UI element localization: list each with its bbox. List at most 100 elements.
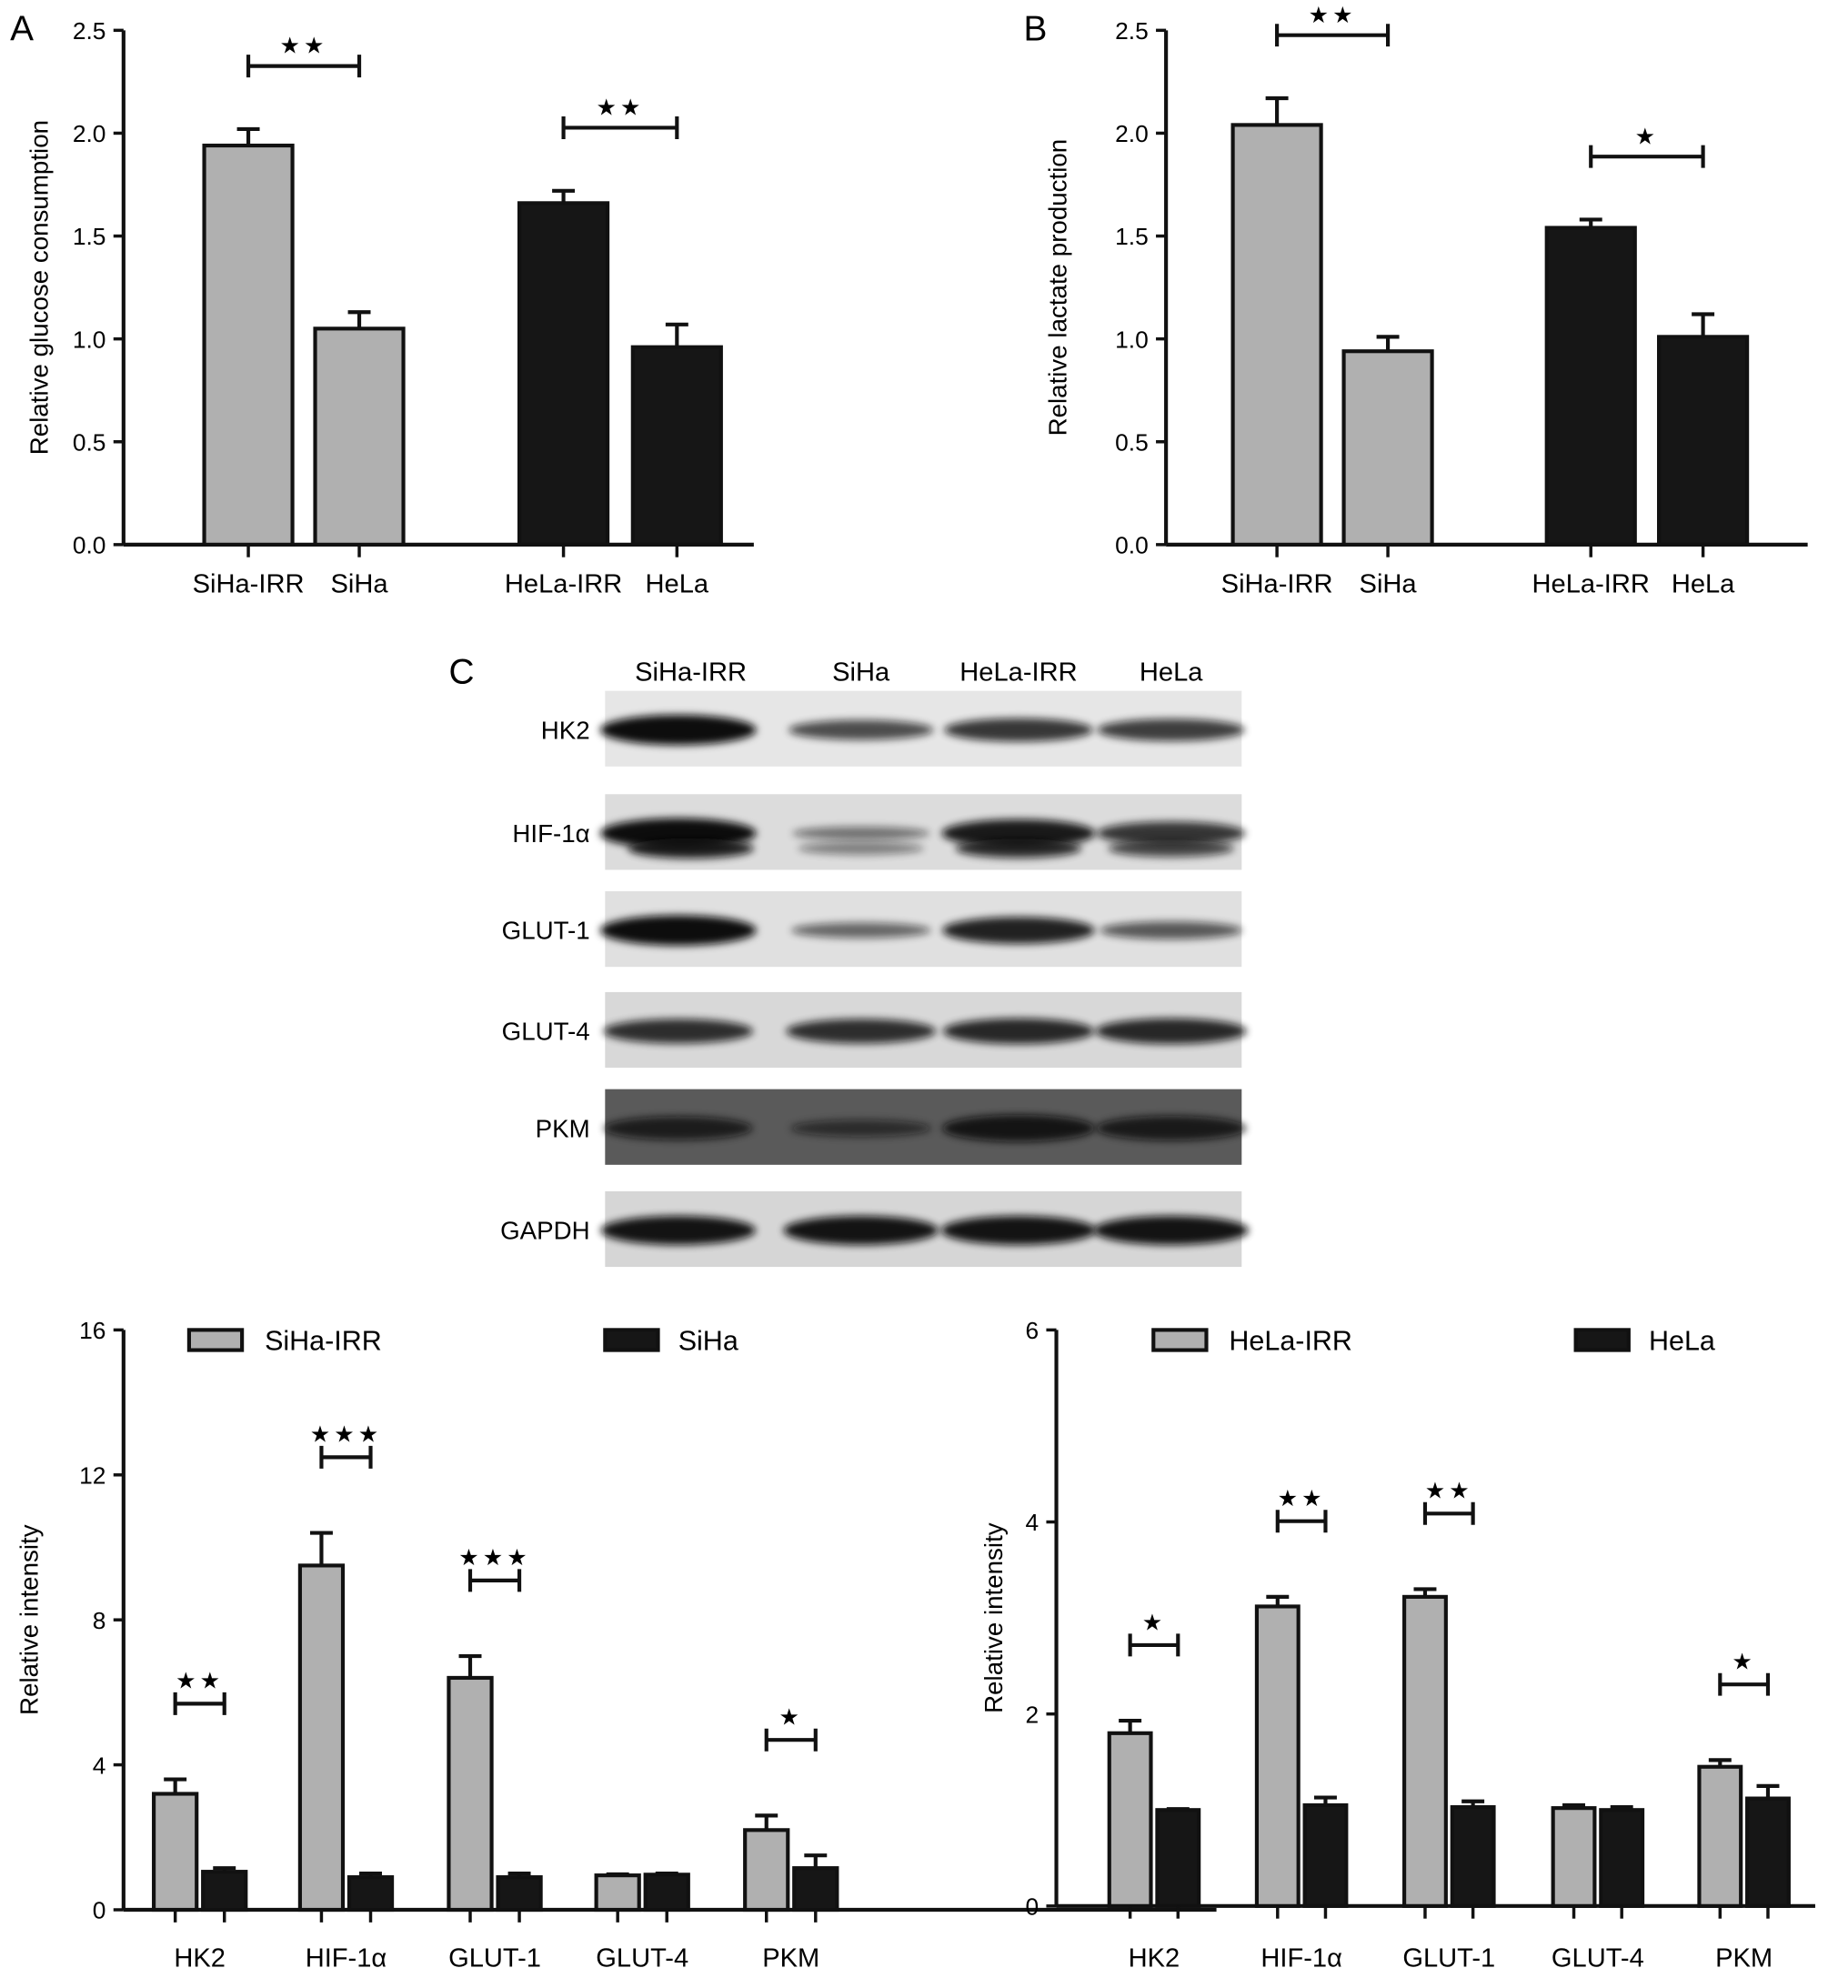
legend-label: SiHa-IRR (265, 1326, 382, 1357)
significance-bracket (246, 55, 362, 78)
significance-stars: ★ (1142, 1610, 1167, 1635)
y-axis-label: Relative glucose consumption (25, 120, 54, 455)
blot-strip (599, 794, 1246, 870)
y-tick-label: 0.5 (73, 428, 106, 456)
western-blot: SiHa-IRR SiHa HeLa-IRR HeLa HK2 HIF-1α GLUT-1 G… (500, 658, 1249, 1268)
protein-label: HIF-1α (512, 819, 589, 848)
bar (1657, 335, 1750, 547)
chart-a: 0.0 0.5 1.0 1.5 2.0 2.5 Relative glucose consu… (25, 17, 754, 599)
bar (1230, 123, 1323, 547)
x-tick-label: GLUT-4 (596, 1943, 688, 1973)
x-tick-label: SiHa (331, 570, 389, 599)
panel-label-b: B (1024, 9, 1048, 48)
significance-bracket (1718, 1672, 1771, 1696)
error-bar (236, 126, 260, 146)
significance-stars: ★★★ (310, 1422, 383, 1448)
y-tick-label: 0.5 (1115, 428, 1149, 456)
blot-strip (599, 690, 1245, 767)
legend-swatch (186, 1328, 245, 1352)
legend-label: HeLa (1649, 1326, 1715, 1357)
significance-bracket (561, 116, 679, 139)
x-tick-label: PKM (1715, 1943, 1773, 1973)
y-tick-label: 1.0 (73, 326, 106, 353)
protein-band (603, 1116, 753, 1140)
error-bar (1756, 1783, 1780, 1799)
x-tick-label: SiHa-IRR (193, 570, 305, 599)
error-bar (1119, 1718, 1142, 1733)
bar (1402, 1594, 1448, 1908)
significance-stars: ★★ (1278, 1486, 1326, 1511)
x-tick-label: PKM (762, 1943, 819, 1973)
bar (346, 1875, 395, 1913)
y-tick-label: 4 (1025, 1509, 1039, 1536)
legend-swatch (1573, 1328, 1631, 1352)
x-tick-label: GLUT-4 (1552, 1943, 1644, 1973)
protein-band (790, 1120, 932, 1137)
significance-bracket (467, 1569, 522, 1592)
y-tick-label: 2.0 (73, 120, 106, 147)
protein-band (1096, 821, 1246, 846)
bar (1341, 349, 1434, 547)
y-tick-label: 2.0 (1115, 120, 1149, 147)
protein-label: PKM (536, 1114, 590, 1142)
bar (743, 1828, 790, 1913)
legend-label: SiHa (678, 1326, 738, 1357)
y-axis-label: Relative intensity (15, 1524, 44, 1715)
protein-band (603, 1019, 754, 1044)
significance-bracket (1275, 1510, 1328, 1533)
y-tick-label: 1.0 (1115, 326, 1149, 353)
bar (1254, 1604, 1301, 1908)
x-tick-label: HeLa-IRR (505, 570, 622, 599)
protein-label: HK2 (541, 716, 590, 744)
protein-band (942, 917, 1095, 944)
protein-band (940, 1215, 1097, 1245)
significance-stars: ★★ (280, 34, 328, 59)
blot-strip (603, 1089, 1247, 1165)
significance-stars: ★★ (1425, 1479, 1473, 1504)
significance-bracket (173, 1692, 226, 1715)
x-tick-label: GLUT-1 (1402, 1943, 1495, 1973)
bar (152, 1792, 199, 1913)
y-tick-label: 2.5 (73, 17, 106, 45)
legend-swatch (603, 1328, 660, 1352)
bar (1450, 1805, 1496, 1908)
protein-label: GLUT-1 (502, 917, 590, 945)
y-tick-label: 2.5 (1115, 17, 1149, 45)
x-tick-label: GLUT-1 (448, 1943, 541, 1973)
significance-bracket (1128, 1633, 1180, 1657)
error-bar (1692, 312, 1715, 337)
x-tick-label: SiHa-IRR (1221, 570, 1333, 599)
error-bar (1376, 335, 1400, 352)
protein-band (599, 714, 757, 746)
bar (447, 1675, 494, 1913)
y-tick-label: 0 (93, 1897, 106, 1924)
bar (1745, 1796, 1791, 1908)
y-tick-label: 0.0 (73, 532, 106, 559)
protein-band (1108, 839, 1234, 858)
x-tick-label: HK2 (174, 1943, 226, 1973)
y-tick-label: 1.5 (73, 223, 106, 250)
x-tick-label: SiHa (1360, 570, 1418, 599)
protein-band (955, 838, 1082, 858)
significance-stars: ★★★ (458, 1545, 531, 1571)
y-tick-label: 0 (1025, 1893, 1039, 1921)
error-bar (552, 188, 576, 204)
protein-band (600, 1215, 756, 1245)
bar (1107, 1731, 1153, 1908)
x-tick-label: HeLa (1672, 570, 1735, 599)
error-bar (804, 1853, 828, 1869)
y-tick-label: 16 (79, 1317, 105, 1344)
protein-band (1093, 1215, 1249, 1245)
significance-stars: ★★ (1309, 3, 1357, 28)
bar (313, 326, 406, 547)
x-tick-label: HIF-1α (1260, 1943, 1342, 1973)
significance-stars: ★ (1635, 124, 1660, 149)
bar (297, 1563, 346, 1913)
lane-label: HeLa (1140, 658, 1203, 688)
bar (1551, 1806, 1597, 1908)
x-tick-label: HK2 (1129, 1943, 1180, 1973)
bar (1697, 1764, 1743, 1908)
y-tick-label: 8 (93, 1607, 106, 1634)
